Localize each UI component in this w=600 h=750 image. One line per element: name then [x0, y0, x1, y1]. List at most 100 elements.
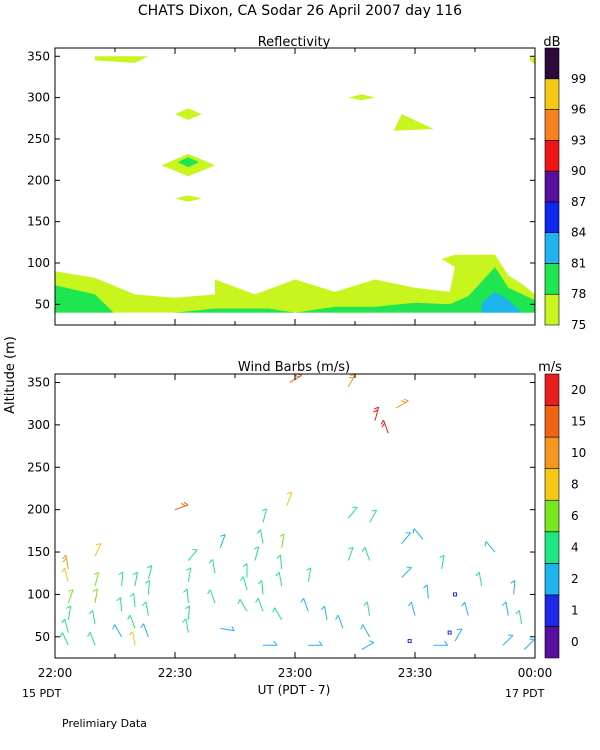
- wind-barb: [510, 580, 516, 595]
- reflectivity-colorbar-label: 78: [571, 287, 586, 301]
- wind-barb: [219, 534, 226, 548]
- x-axis-label: UT (PDT - 7): [258, 683, 331, 697]
- contour-75db-region: [55, 254, 535, 313]
- contour-75db-region: [175, 108, 202, 120]
- wind-barb: [187, 549, 198, 561]
- wind-colorbar-label: 6: [571, 509, 579, 523]
- wind-barb: [286, 491, 293, 506]
- wind-barb: [363, 601, 371, 616]
- contour-75db-region: [348, 94, 375, 101]
- wind-barb: [412, 528, 424, 540]
- wind-barb: [183, 588, 189, 603]
- wind-barb: [263, 641, 278, 646]
- wind-barb: [475, 571, 483, 587]
- wind-barb: [275, 571, 283, 587]
- wind-barb-calm: [447, 630, 452, 635]
- wind-barb: [62, 554, 69, 570]
- reflectivity-contours: [55, 56, 535, 313]
- wind-barb: [253, 546, 260, 561]
- wind-barb: [147, 565, 153, 580]
- y-tick-label: 100: [27, 587, 50, 601]
- y-tick-label: 300: [27, 91, 50, 105]
- y-tick-label: 150: [27, 545, 50, 559]
- y-tick-label: 350: [27, 375, 50, 389]
- wind-barb: [380, 419, 389, 434]
- wind-barb: [261, 508, 268, 523]
- reflectivity-y-axis: 50 100 150 200 250 300 350: [27, 49, 535, 311]
- wind-barb: [423, 584, 429, 599]
- wind-barb: [255, 597, 264, 612]
- wind-barb: [279, 533, 285, 548]
- preliminary-data-note: Prelimiary Data: [62, 717, 147, 730]
- reflectivity-colorbar-swatch: [544, 201, 560, 233]
- wind-barb: [132, 571, 138, 587]
- reflectivity-x-axis: [54, 48, 536, 325]
- y-tick-label: 250: [27, 460, 50, 474]
- wind-barb: [128, 631, 136, 646]
- wind-barb: [276, 554, 283, 570]
- wind-barb: [127, 614, 136, 629]
- reflectivity-colorbar-label: 84: [571, 226, 586, 240]
- wind-barb: [347, 374, 356, 387]
- wind-colorbar-swatch: [544, 468, 560, 501]
- contour-75db-region: [393, 114, 434, 131]
- y-tick-label: 50: [35, 630, 50, 644]
- wind-barb: [347, 506, 358, 519]
- wind-colorbar-label: 15: [571, 414, 586, 428]
- wind-colorbar-unit: m/s: [538, 360, 562, 375]
- wind-barb: [116, 597, 123, 612]
- wind-barb: [502, 634, 514, 646]
- contour-78db-region: [55, 285, 114, 313]
- reflectivity-colorbar-swatch: [544, 293, 560, 326]
- wind-barb: [272, 607, 283, 621]
- wind-barb: [237, 598, 248, 612]
- wind-y-axis: 50 100 150 200 250 300 350: [27, 375, 535, 644]
- wind-barb: [360, 624, 371, 638]
- wind-barb: [407, 601, 416, 616]
- date-left-label: 15 PDT: [22, 687, 62, 700]
- wind-barb: [66, 605, 72, 620]
- wind-barb: [433, 641, 449, 646]
- contour-81db-region: [481, 291, 522, 313]
- wind-barb: [320, 605, 328, 620]
- wind-barb: [439, 554, 445, 570]
- wind-colorbar: 0 1 2 4 6 8 10 15 20: [544, 373, 586, 659]
- x-tick-label: 00:00: [518, 666, 553, 680]
- wind-barb: [256, 529, 264, 544]
- wind-colorbar-label: 1: [571, 604, 579, 618]
- wind-barb: [454, 628, 463, 642]
- reflectivity-colorbar: 75 78 81 84 87 90 93 96 99: [544, 47, 586, 332]
- reflectivity-colorbar-swatch: [544, 47, 560, 80]
- wind-barb: [93, 571, 100, 587]
- reflectivity-colorbar-unit: dB: [543, 35, 560, 50]
- wind-barb: [484, 540, 496, 553]
- wind-barb: [140, 623, 149, 637]
- wind-barb: [239, 576, 248, 591]
- wind-barb: [94, 543, 102, 557]
- wind-barb: [88, 609, 96, 625]
- reflectivity-colorbar-swatch: [544, 78, 560, 110]
- wind-barb: [308, 641, 323, 646]
- wind-barb: [306, 567, 312, 582]
- y-tick-label: 50: [35, 297, 50, 311]
- reflectivity-colorbar-label: 93: [571, 133, 586, 147]
- wind-barb: [129, 592, 136, 608]
- reflectivity-colorbar-label: 81: [571, 256, 586, 270]
- contour-75db-region: [529, 56, 535, 65]
- wind-colorbar-swatch: [544, 499, 560, 533]
- wind-barb: [401, 566, 412, 578]
- reflectivity-colorbar-swatch: [544, 232, 560, 264]
- wind-barb: [515, 609, 523, 625]
- wind-barb: [67, 589, 74, 604]
- wind-plot-frame: [54, 373, 536, 659]
- reflectivity-colorbar-label: 87: [571, 195, 586, 209]
- wind-barb: [182, 618, 189, 633]
- y-tick-label: 200: [27, 173, 50, 187]
- wind-barb: [185, 605, 191, 620]
- wind-barb: [112, 624, 123, 638]
- wind-barb: [242, 563, 248, 578]
- wind-barb: [207, 589, 216, 604]
- wind-title: Wind Barbs (m/s): [238, 360, 350, 375]
- figure-title: CHATS Dixon, CA Sodar 26 April 2007 day …: [138, 3, 462, 19]
- wind-barb: [300, 597, 309, 612]
